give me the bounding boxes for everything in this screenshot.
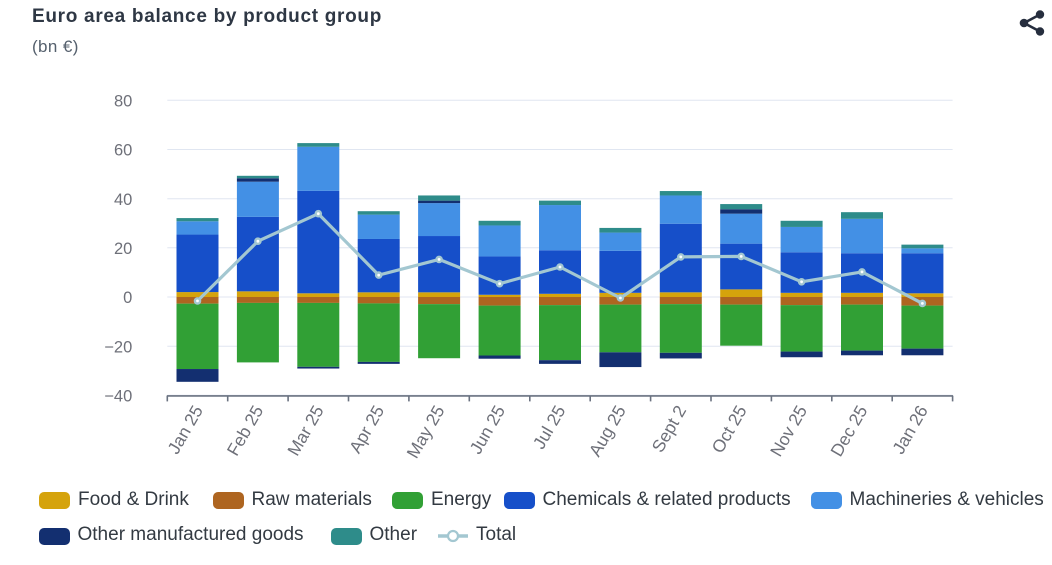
svg-text:80: 80 [114, 93, 132, 111]
svg-text:−20: −20 [104, 338, 132, 356]
svg-text:20: 20 [114, 240, 132, 258]
svg-text:0: 0 [123, 289, 132, 307]
svg-text:60: 60 [114, 142, 132, 160]
svg-text:−40: −40 [104, 388, 132, 406]
svg-text:40: 40 [114, 191, 132, 209]
